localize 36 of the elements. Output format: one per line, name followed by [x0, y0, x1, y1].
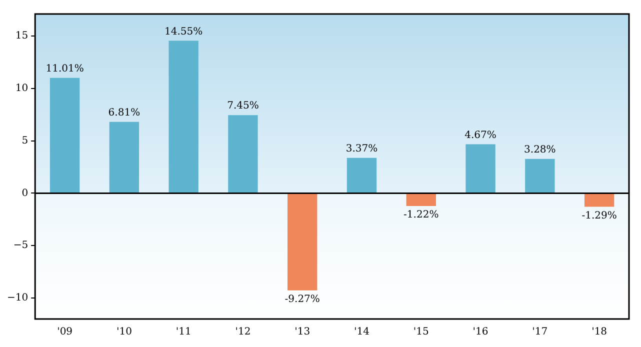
y-tick-label: −10	[6, 292, 28, 304]
y-tick-label: −5	[13, 240, 28, 252]
x-tick-label: '09	[57, 326, 73, 338]
bar	[228, 115, 258, 193]
data-label: 4.67%	[464, 130, 496, 141]
y-tick-label: 15	[15, 30, 28, 42]
bar	[109, 122, 140, 193]
x-tick-label: '18	[592, 326, 608, 338]
bar	[406, 194, 436, 206]
data-label: 6.81%	[108, 107, 140, 118]
x-tick-label: '11	[176, 326, 192, 338]
data-label: 11.01%	[46, 63, 84, 74]
data-label: 3.37%	[346, 144, 378, 154]
bar	[346, 158, 377, 193]
bar	[525, 158, 555, 193]
x-tick-label: '12	[235, 326, 251, 338]
data-label: 3.28%	[524, 144, 556, 156]
bar	[584, 194, 614, 207]
data-label: 7.45%	[227, 100, 259, 112]
y-tick-label: 0	[22, 188, 28, 199]
bar	[168, 40, 198, 193]
x-tick-label: '13	[294, 326, 310, 338]
x-tick-label: '14	[354, 326, 370, 338]
x-tick-label: '17	[532, 326, 548, 338]
y-tick-label: 10	[15, 83, 28, 94]
data-label: -1.29%	[582, 210, 617, 222]
data-label: 14.55%	[164, 26, 203, 38]
bar	[50, 78, 80, 193]
x-tick-label: '16	[472, 326, 488, 338]
data-label: -9.27%	[284, 294, 320, 305]
x-tick-label: '10	[116, 326, 132, 338]
x-tick-label: '15	[413, 326, 429, 338]
y-tick-label: 5	[22, 135, 28, 146]
bar	[466, 144, 496, 193]
bar	[288, 194, 318, 290]
data-label: -1.22%	[404, 210, 439, 221]
